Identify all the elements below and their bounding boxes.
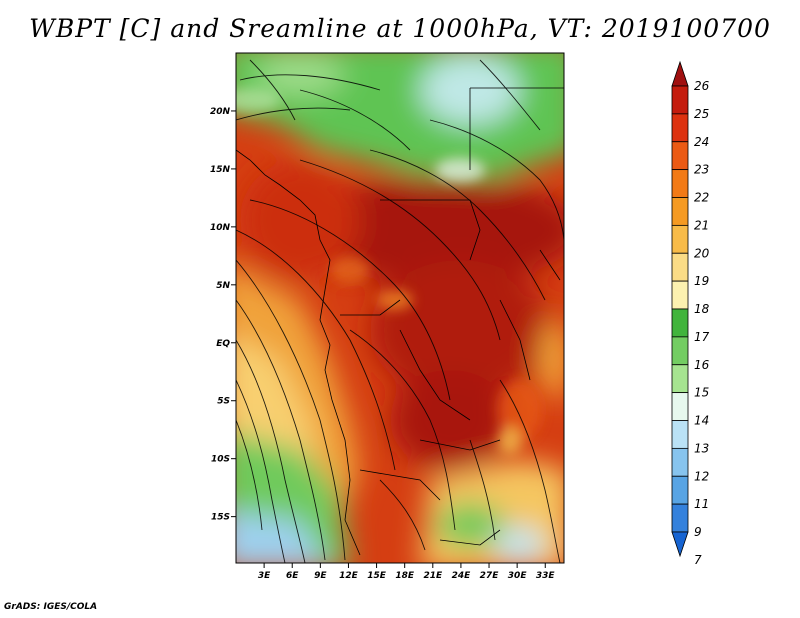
colorbar-swatch: [671, 475, 689, 505]
lat-tick-label: 15S: [211, 513, 230, 523]
map-frame: [235, 52, 565, 564]
colorbar-swatch: [671, 280, 689, 310]
lon-tick-label: 18E: [395, 571, 415, 581]
colorbar-swatch: [671, 141, 689, 171]
colorbar-swatch: [671, 308, 689, 338]
lon-tick-label: 12E: [339, 571, 359, 581]
lat-tick-label: 5N: [216, 281, 230, 291]
colorbar-swatch: [671, 113, 689, 143]
colorbar: 26 25 24 23 22 21 20 19 18 17 16 15 14 13 12 11 9 7: [671, 60, 710, 567]
lat-tick-label: 20N: [210, 107, 231, 117]
map-title: WBPT [C] and Sreamline at 1000hPa, VT: 2…: [29, 14, 771, 43]
colorbar-swatch: [671, 420, 689, 449]
lat-tick-label: EQ: [216, 339, 230, 349]
colorbar-label: 15: [694, 386, 709, 400]
colorbar-label: 23: [694, 163, 709, 177]
grads-credit: GrADS: IGES/COLA: [4, 602, 98, 612]
streamlines: [236, 59, 564, 563]
lat-tick-label: 10N: [210, 223, 231, 233]
lon-tick-label: 30E: [508, 571, 528, 581]
colorbar-swatch: [671, 503, 689, 533]
lon-tick-label: 33E: [536, 571, 556, 581]
colorbar-label: 25: [694, 107, 709, 121]
wbpt-field: [236, 53, 564, 563]
colorbar-label: 9: [694, 525, 702, 539]
lat-tick-label: 5S: [217, 397, 230, 407]
lon-tick-label: 15E: [367, 571, 387, 581]
colorbar-label: 14: [694, 414, 709, 428]
colorbar-label: 20: [694, 246, 710, 260]
colorbar-swatch: [671, 364, 689, 394]
colorbar-swatch: [671, 392, 689, 421]
lat-tick-label: 15N: [210, 165, 231, 175]
country-borders: [236, 87, 564, 556]
colorbar-swatch: [671, 447, 689, 477]
lon-tick-label: 24E: [452, 571, 472, 581]
colorbar-label: 18: [694, 302, 710, 316]
colorbar-swatch: [671, 85, 689, 115]
colorbar-top-arrow: [671, 60, 689, 87]
lon-tick-label: 9E: [314, 571, 327, 581]
latitude-axis: 20N 15N 10N 5N EQ 5S 10S 15S: [210, 107, 236, 523]
colorbar-label: 13: [694, 441, 709, 455]
lon-tick-label: 21E: [423, 571, 443, 581]
colorbar-swatch: [671, 252, 689, 282]
colorbar-label: 7: [694, 553, 702, 567]
colorbar-swatch: [671, 197, 689, 226]
lon-tick-label: 27E: [480, 571, 500, 581]
colorbar-label: 12: [694, 469, 709, 483]
longitude-axis: 3E 6E 9E 12E 15E 18E 21E 24E 27E 30E 33E: [258, 563, 556, 581]
colorbar-label: 11: [694, 497, 709, 511]
lon-tick-label: 6E: [286, 571, 299, 581]
colorbar-label: 19: [694, 274, 709, 288]
colorbar-swatch: [671, 336, 689, 366]
colorbar-label: 26: [694, 79, 710, 93]
colorbar-swatch: [671, 169, 689, 198]
colorbar-bottom-arrow: [671, 531, 689, 558]
colorbar-label: 21: [694, 218, 709, 232]
colorbar-label: 22: [694, 191, 709, 205]
lat-tick-label: 10S: [211, 455, 230, 465]
lon-tick-label: 3E: [258, 571, 271, 581]
colorbar-label: 16: [694, 358, 710, 372]
colorbar-label: 24: [694, 135, 709, 149]
colorbar-swatch: [671, 224, 689, 254]
colorbar-label: 17: [694, 330, 710, 344]
